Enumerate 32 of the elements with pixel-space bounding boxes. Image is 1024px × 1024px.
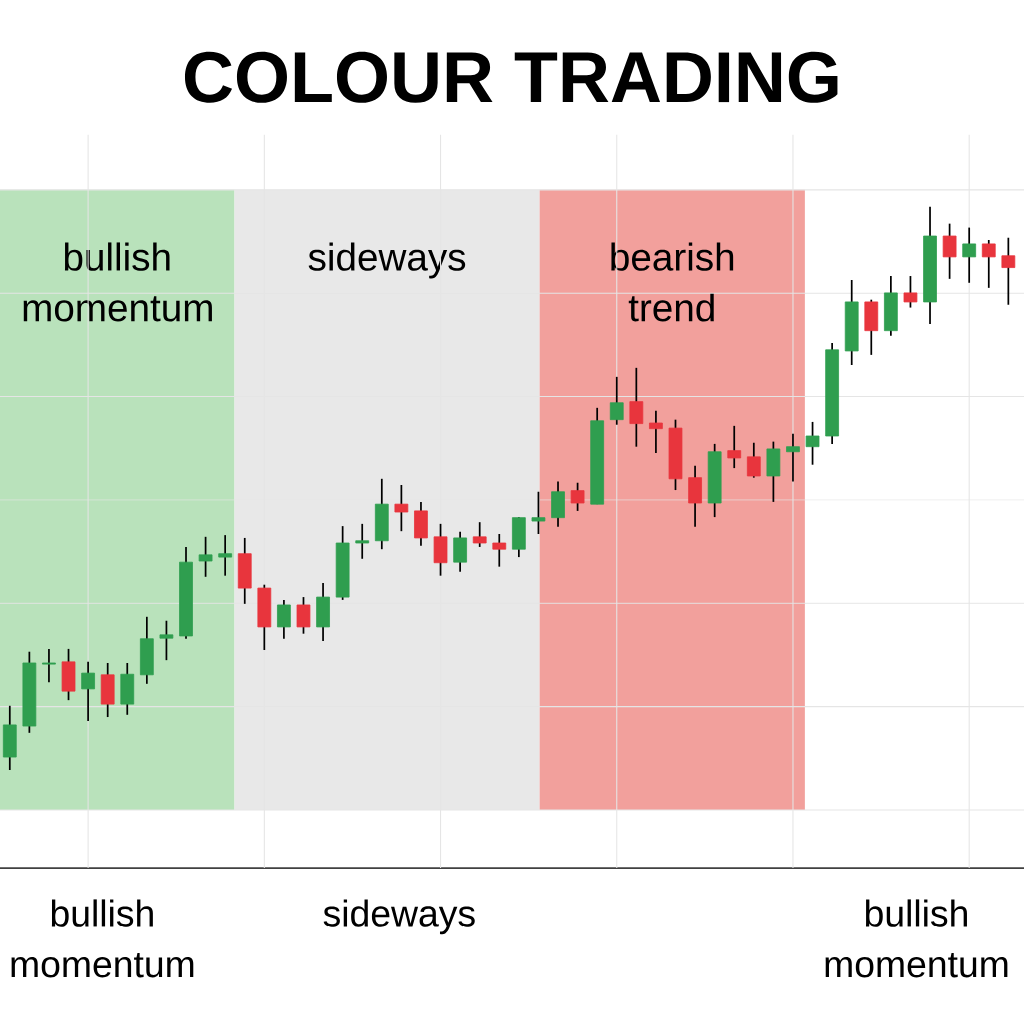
candlestick: [727, 424, 742, 469]
candlestick: [394, 484, 409, 533]
candlestick: [81, 660, 95, 722]
candlestick: [218, 534, 233, 577]
candlestick: [1001, 236, 1016, 306]
candlestick: [531, 490, 546, 535]
candlestick: [629, 366, 644, 448]
candlestick: [570, 481, 585, 512]
text: sideways: [323, 899, 475, 935]
candlestick: [355, 522, 370, 560]
candlestick: [942, 222, 957, 280]
annotation: sideways: [308, 242, 466, 279]
candlestick: [903, 275, 918, 309]
text: bullish momentum: [825, 899, 1008, 978]
text: bullish momentum: [11, 899, 194, 978]
candlestick: [786, 432, 800, 483]
candlestick: [198, 535, 213, 578]
candlestick: [42, 648, 56, 683]
candlestick: [981, 239, 996, 289]
candlestick: [472, 521, 487, 548]
candlestick: [805, 421, 820, 466]
candlestick: [962, 226, 977, 284]
candlestick: [492, 533, 507, 568]
chart-title: COLOUR TRADING: [184, 51, 838, 103]
candlestick: [746, 441, 761, 479]
candlestick: [609, 375, 624, 426]
annotation: bullish momentum: [23, 242, 212, 322]
candlestick: [296, 596, 311, 635]
annotation: bearish trend: [611, 242, 734, 322]
candlestick: [649, 409, 663, 454]
candlestick: [277, 599, 291, 640]
candlestick: [159, 619, 174, 662]
